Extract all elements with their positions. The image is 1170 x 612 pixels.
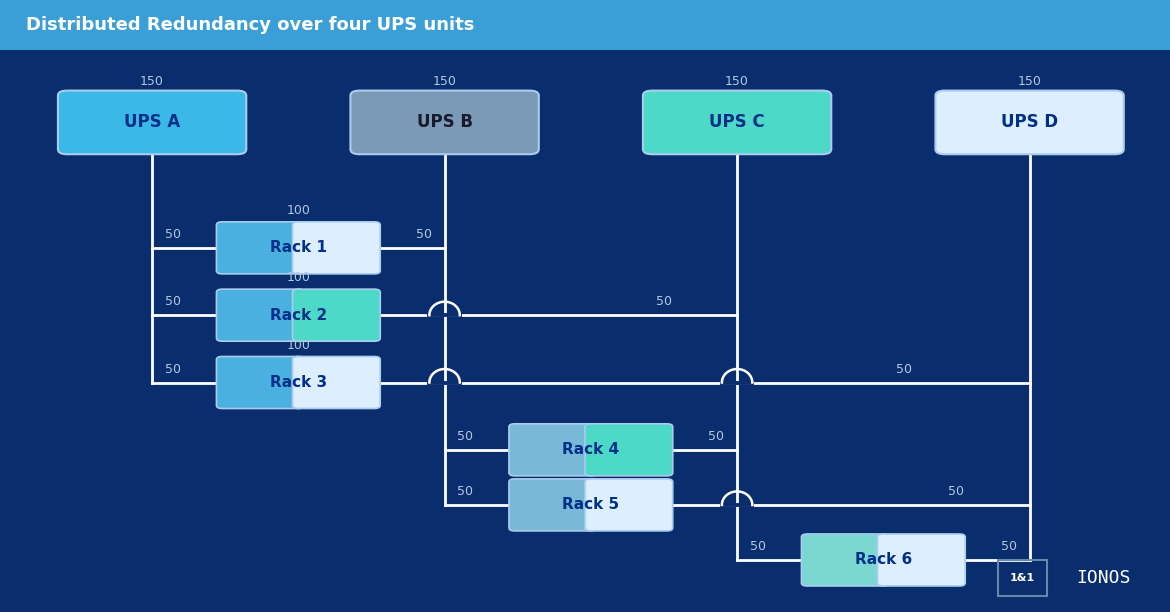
Text: 50: 50 <box>656 296 672 308</box>
Text: 100: 100 <box>287 271 310 284</box>
FancyBboxPatch shape <box>351 91 538 154</box>
Text: 50: 50 <box>457 430 473 443</box>
Text: 1&1: 1&1 <box>1010 573 1035 583</box>
Text: 50: 50 <box>896 363 911 376</box>
Text: Rack 2: Rack 2 <box>270 308 326 323</box>
FancyBboxPatch shape <box>0 0 1170 50</box>
FancyBboxPatch shape <box>585 479 673 531</box>
Text: 50: 50 <box>1002 540 1017 553</box>
Text: UPS C: UPS C <box>709 113 765 132</box>
Text: 50: 50 <box>709 430 724 443</box>
Text: Rack 4: Rack 4 <box>563 442 619 457</box>
Text: 50: 50 <box>165 363 180 376</box>
Text: UPS A: UPS A <box>124 113 180 132</box>
Text: 50: 50 <box>949 485 964 498</box>
Text: 100: 100 <box>287 338 310 351</box>
Text: 50: 50 <box>165 228 180 241</box>
FancyBboxPatch shape <box>878 534 965 586</box>
Text: IONOS: IONOS <box>1076 569 1130 588</box>
FancyBboxPatch shape <box>292 222 380 274</box>
FancyBboxPatch shape <box>936 91 1123 154</box>
FancyBboxPatch shape <box>216 289 304 341</box>
Text: 150: 150 <box>433 75 456 88</box>
FancyBboxPatch shape <box>801 534 889 586</box>
FancyBboxPatch shape <box>585 424 673 476</box>
FancyBboxPatch shape <box>292 289 380 341</box>
Text: Rack 1: Rack 1 <box>270 241 326 255</box>
FancyBboxPatch shape <box>509 424 597 476</box>
FancyBboxPatch shape <box>216 356 304 409</box>
FancyBboxPatch shape <box>509 479 597 531</box>
FancyBboxPatch shape <box>216 222 304 274</box>
Text: 150: 150 <box>1018 75 1041 88</box>
Text: 50: 50 <box>750 540 765 553</box>
Text: UPS D: UPS D <box>1002 113 1058 132</box>
Text: 50: 50 <box>417 228 432 241</box>
FancyBboxPatch shape <box>58 91 246 154</box>
Text: 150: 150 <box>140 75 164 88</box>
Text: 100: 100 <box>287 204 310 217</box>
Text: Rack 5: Rack 5 <box>563 498 619 512</box>
Text: Distributed Redundancy over four UPS units: Distributed Redundancy over four UPS uni… <box>26 16 474 34</box>
Text: Rack 3: Rack 3 <box>270 375 326 390</box>
Text: 50: 50 <box>457 485 473 498</box>
FancyBboxPatch shape <box>292 356 380 409</box>
FancyBboxPatch shape <box>644 91 831 154</box>
Text: UPS B: UPS B <box>417 113 473 132</box>
Text: 150: 150 <box>725 75 749 88</box>
Text: 50: 50 <box>165 296 180 308</box>
Text: Rack 6: Rack 6 <box>855 553 911 567</box>
